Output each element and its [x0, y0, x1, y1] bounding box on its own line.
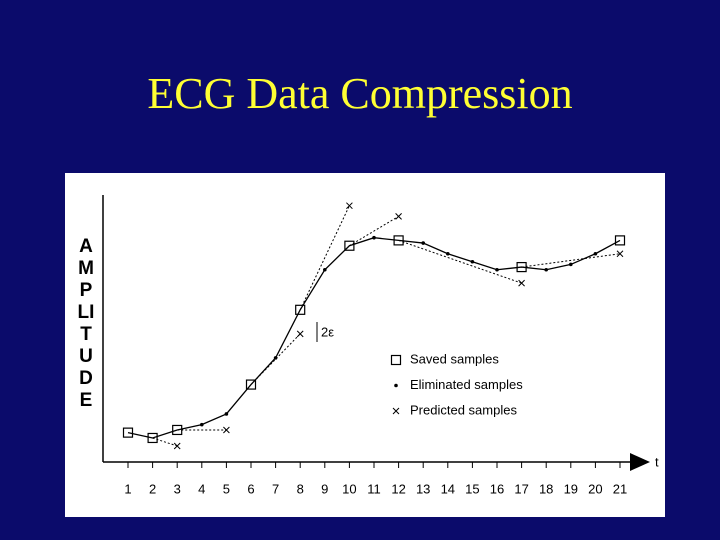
x-tick-label: 21: [613, 481, 627, 496]
x-tick-label: 3: [174, 481, 181, 496]
x-tick-label: 14: [441, 481, 455, 496]
x-axis-label: t: [655, 454, 659, 469]
x-tick-label: 19: [564, 481, 578, 496]
eliminated-sample: [569, 262, 573, 267]
x-tick-label: 8: [297, 481, 304, 496]
legend-label: Eliminated samples: [410, 377, 523, 392]
predicted-sample: [346, 202, 353, 210]
x-tick-label: 13: [416, 481, 430, 496]
saved-sample: [344, 240, 355, 251]
saved-sample: [147, 432, 158, 444]
saved-sample: [614, 235, 626, 246]
x-tick-label: 4: [198, 481, 205, 496]
eliminated-sample: [224, 412, 229, 416]
predicted-sample: [296, 330, 304, 338]
eliminated-sample: [544, 267, 548, 272]
chart: t 2ε 1 2 3 4 5 6 7 8 9 10 11 12 13 14 15 16 17 18 19 20 21Sa…: [65, 173, 665, 517]
saved-sample: [122, 427, 134, 438]
legend-label: Predicted samples: [410, 402, 517, 417]
chart-panel: [65, 173, 665, 517]
eliminated-sample: [323, 267, 327, 272]
x-tick-label: 1: [124, 481, 131, 496]
eliminated-sample: [372, 235, 376, 240]
eliminated-sample: [470, 259, 475, 264]
eliminated-sample: [593, 251, 598, 256]
saved-sample: [245, 379, 257, 390]
predicted-sample: [518, 279, 525, 287]
x-tick-label: 10: [342, 481, 356, 496]
x-tick-label: 17: [514, 481, 528, 496]
prediction-line: [521, 253, 621, 268]
x-tick-label: 12: [391, 481, 405, 496]
y-axis-label: AMPLITUDE: [77, 236, 95, 411]
predicted-sample: [173, 442, 181, 450]
annotation: 2ε: [321, 324, 334, 339]
predicted-sample: [223, 426, 230, 434]
x-tick-label: 6: [247, 481, 254, 496]
eliminated-sample: [446, 251, 450, 256]
x-tick-label: 5: [223, 481, 230, 496]
predicted-sample: [616, 250, 624, 258]
x-tick-label: 2: [149, 481, 156, 496]
prediction-line: [349, 215, 399, 247]
prediction-line: [398, 239, 522, 284]
x-tick-label: 16: [490, 481, 504, 496]
eliminated-sample: [495, 267, 499, 272]
x-tick-label: 18: [539, 481, 553, 496]
slide-title: ECG Data Compression: [147, 69, 573, 118]
x-tick-label: 7: [272, 481, 279, 496]
x-tick-label: 11: [367, 481, 381, 496]
legend-label: Saved samples: [410, 351, 499, 366]
x-tick-label: 9: [321, 481, 328, 496]
legend-symbol: [394, 383, 398, 388]
prediction-line: [152, 437, 178, 447]
x-tick-label: 15: [465, 481, 479, 496]
eliminated-sample: [421, 241, 426, 245]
eliminated-sample: [200, 422, 204, 427]
axis-arrow: [630, 453, 650, 471]
predicted-sample: [395, 213, 402, 220]
legend-symbol: [392, 407, 400, 415]
saved-sample: [393, 235, 404, 246]
saved-sample: [295, 304, 306, 315]
saved-sample: [516, 261, 527, 273]
x-tick-label: 20: [588, 481, 602, 496]
prediction-line: [299, 205, 350, 311]
legend-symbol: [390, 354, 402, 366]
